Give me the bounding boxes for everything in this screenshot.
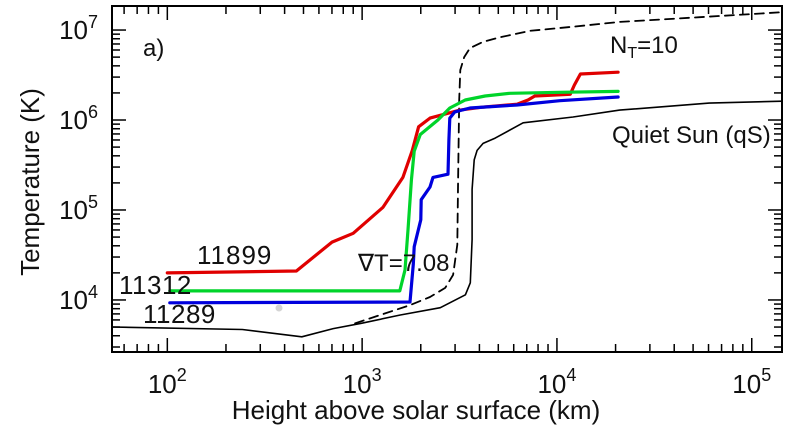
curve-label-quiet-sun: Quiet Sun (qS) [612,122,771,149]
curve-ar11289 [168,95,620,305]
curve-label-ar11312: 11312 [119,270,192,300]
x-tick-label: 102 [148,365,187,399]
curve-label-ar11289: 11289 [143,299,216,329]
y-tick-label: 105 [59,192,98,225]
nt10-curve-label: NT=10 [610,32,678,62]
panel-label: a) [143,35,165,62]
temperature-gradient-annotation: ∇T=7.08 [358,250,450,277]
y-axis-title: Temperature (K) [15,88,45,276]
y-tick-label: 107 [59,12,98,45]
x-axis-title: Height above solar surface (km) [231,395,601,425]
x-tick-label: 105 [732,365,771,399]
curve-nt10 [354,11,783,325]
curve-ar11312 [168,89,620,293]
plot-frame [111,5,783,353]
x-tick-label: 104 [537,365,576,399]
curve-quiet-sun [111,100,783,338]
nt10-label-value: =10 [637,32,678,59]
x-tick-label: 103 [343,365,382,399]
gray-speck [275,304,283,312]
nt10-label-n: N [610,32,628,59]
y-tick-label: 106 [59,102,98,135]
y-tick-label: 104 [59,282,98,315]
nt10-label-sub-t: T [627,45,638,62]
curve-label-ar11899: 11899 [197,240,273,270]
